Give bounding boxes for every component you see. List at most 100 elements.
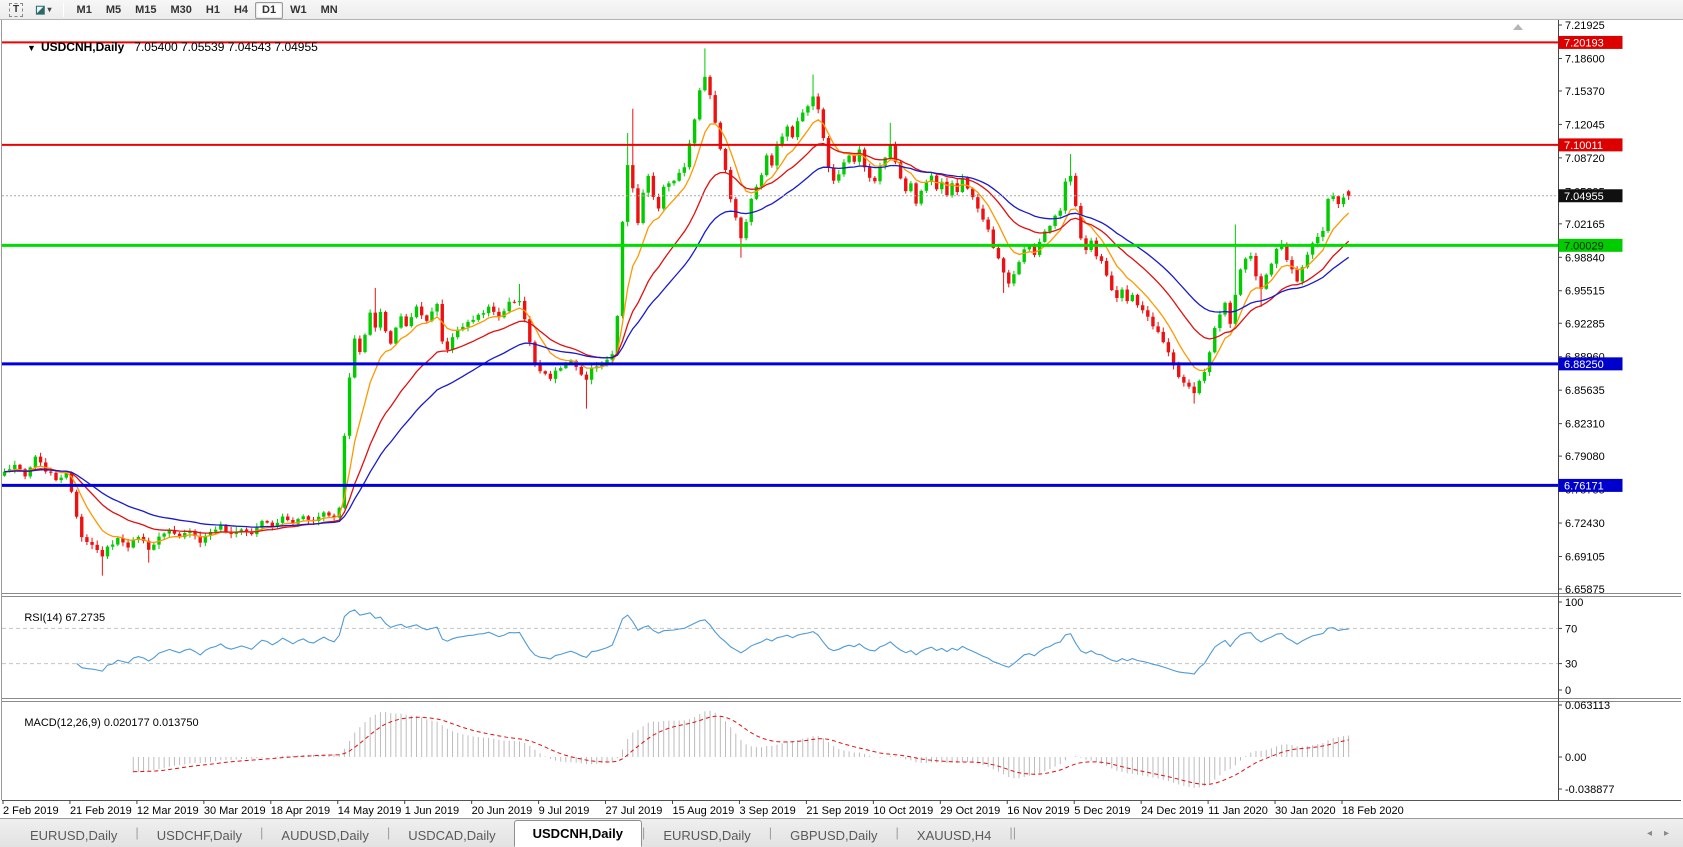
symbol-tabs: EURUSD,Daily | USDCHF,Daily | AUDUSD,Daily | U…	[0, 818, 1016, 847]
price-level-badge-text: 7.00029	[1564, 240, 1604, 252]
date-tick-label: 18 Apr 2019	[271, 805, 330, 817]
tab-divider: |	[260, 825, 264, 840]
objects-menu-button[interactable]: ◪ ▾	[30, 1, 56, 18]
rsi-tick-label: 70	[1565, 623, 1577, 635]
tab-scroll-arrows: ◂ ▸	[1647, 828, 1669, 839]
macd-tick-label: 0.00	[1565, 752, 1586, 764]
price-level-badge	[1558, 189, 1623, 203]
price-tick-label: 6.79080	[1565, 451, 1605, 463]
timeframe-button-m5[interactable]: M5	[99, 2, 128, 19]
objects-icon: ◪	[35, 3, 46, 16]
timeframe-button-d1[interactable]: D1	[255, 1, 284, 19]
chart-canvas[interactable]: 7.219257.186007.153707.120457.087207.053…	[0, 20, 1683, 818]
macd-name: MACD(12,26,9)	[24, 717, 101, 729]
date-tick-label: 30 Jan 2020	[1275, 805, 1336, 817]
tab-divider: |	[135, 825, 139, 840]
ma-line-fast	[4, 119, 1350, 544]
timeframe-button-h4[interactable]: H4	[227, 2, 255, 19]
price-tick-label: 6.85635	[1565, 385, 1605, 397]
chart-shift-marker	[1513, 24, 1523, 30]
price-tick-label: 6.69105	[1565, 551, 1605, 563]
macd-histogram	[132, 710, 1350, 788]
price-level-badge	[1558, 35, 1623, 49]
date-tick-label: 16 Nov 2019	[1007, 805, 1069, 817]
price-tick-label: 7.18600	[1565, 53, 1605, 65]
timeframe-button-m1[interactable]: M1	[70, 2, 99, 19]
price-tick-label: 6.95515	[1565, 286, 1605, 298]
price-level-badge-text: 6.88250	[1564, 359, 1604, 371]
date-tick-label: 9 Jul 2019	[539, 805, 590, 817]
rsi-value: 67.2735	[65, 612, 106, 624]
macd-value: 0.020177 0.013750	[103, 717, 199, 729]
rsi-tick-label: 0	[1565, 685, 1571, 697]
symbol-tab-bar: EURUSD,Daily | USDCHF,Daily | AUDUSD,Daily | U…	[0, 818, 1683, 847]
tab-divider: |	[1012, 825, 1017, 840]
price-tick-label: 6.92285	[1565, 318, 1605, 330]
price-level-badge	[1558, 478, 1623, 492]
tab-scroll-left-icon[interactable]: ◂	[1646, 828, 1652, 839]
price-tick-label: 7.08720	[1565, 153, 1605, 165]
price-tick-label: 6.65875	[1565, 584, 1605, 596]
tab-divider: |	[895, 825, 899, 840]
timeframe-button-h1[interactable]: H1	[199, 2, 227, 19]
date-tick-label: 11 Jan 2020	[1208, 805, 1268, 817]
ma-line-slow	[4, 164, 1350, 528]
text-tool-button[interactable]: T	[4, 1, 28, 18]
timeframe-group: M1 M5 M15 M30 H1 H4 D1 W1 MN	[70, 0, 345, 19]
symbol-tab-usdcad-3[interactable]: USDCAD,Daily	[408, 827, 496, 843]
date-tick-label: 30 Mar 2019	[204, 805, 266, 817]
price-tick-label: 7.12045	[1565, 119, 1605, 131]
chart-region: 7.219257.186007.153707.120457.087207.053…	[0, 20, 1683, 818]
timeframe-button-m30[interactable]: M30	[164, 2, 199, 19]
date-tick-label: 15 Aug 2019	[673, 805, 735, 817]
chevron-down-icon: ▾	[47, 5, 52, 14]
date-tick-label: 5 Dec 2019	[1074, 805, 1130, 817]
tab-divider: |	[768, 825, 773, 840]
price-level-badge-text: 7.10011	[1564, 140, 1603, 152]
price-tick-label: 6.82310	[1565, 419, 1605, 431]
date-tick-label: 12 Mar 2019	[137, 805, 199, 817]
price-level-badge	[1558, 138, 1623, 152]
symbol-tab-usdcnh-4[interactable]: USDCNH,Daily	[513, 820, 642, 847]
date-tick-label: 10 Oct 2019	[873, 805, 933, 817]
date-tick-label: 18 Feb 2020	[1342, 805, 1404, 817]
macd-tick-label: -0.038877	[1565, 784, 1615, 796]
timeframe-button-w1[interactable]: W1	[283, 2, 314, 19]
rsi-line	[76, 609, 1349, 675]
date-tick-label: 3 Sep 2019	[739, 805, 795, 817]
price-tick-label: 7.15370	[1565, 86, 1605, 98]
timeframe-button-m15[interactable]: M15	[128, 2, 163, 19]
tab-scroll-right-icon[interactable]: ▸	[1663, 828, 1669, 839]
symbol-tab-xauusd-7[interactable]: XAUUSD,H4	[916, 827, 992, 843]
price-level-badge-text: 6.76171	[1564, 480, 1604, 492]
chart-symbol-label: USDCNH,Daily	[40, 40, 125, 54]
symbol-dropdown-icon[interactable]: ▼	[27, 43, 36, 53]
toolbar: T ◪ ▾ M1 M5 M15 M30 H1 H4 D1 W1 MN	[0, 0, 1683, 20]
price-level-badge	[1558, 357, 1623, 371]
ma-line-medium	[4, 142, 1350, 534]
price-level-badge-text: 7.04955	[1564, 191, 1604, 203]
toolbar-separator	[62, 2, 64, 17]
date-tick-label: 29 Oct 2019	[940, 805, 1000, 817]
tab-divider: |	[641, 825, 646, 840]
tab-divider: |	[1009, 825, 1013, 840]
macd-indicator-label: MACD(12,26,9) 0.020177 0.013750	[6, 705, 199, 741]
symbol-tab-audusd-2[interactable]: AUDUSD,Daily	[281, 827, 369, 843]
price-level-badge-text: 7.20193	[1564, 37, 1604, 49]
symbol-tab-usdchf-1[interactable]: USDCHF,Daily	[156, 827, 243, 843]
timeframe-button-mn[interactable]: MN	[314, 2, 345, 19]
symbol-tab-gbpusd-6[interactable]: GBPUSD,Daily	[790, 827, 878, 843]
date-tick-label: 1 Jun 2019	[405, 805, 459, 817]
tab-divider: |	[386, 825, 391, 840]
date-tick-label: 20 Jun 2019	[472, 805, 533, 817]
symbol-tab-eurusd-0[interactable]: EURUSD,Daily	[30, 827, 118, 843]
date-tick-label: 14 May 2019	[338, 805, 402, 817]
price-tick-label: 6.72430	[1565, 518, 1605, 530]
rsi-tick-label: 100	[1565, 597, 1583, 609]
symbol-tab-eurusd-5[interactable]: EURUSD,Daily	[663, 827, 751, 843]
date-tick-label: 21 Sep 2019	[806, 805, 868, 817]
chart-title: ▼ USDCNH,Daily 7.05400 7.05539 7.04543 7.0…	[7, 26, 318, 68]
chart-ohlc-values: 7.05400 7.05539 7.04543 7.04955	[134, 40, 318, 54]
rsi-tick-label: 30	[1565, 659, 1577, 671]
